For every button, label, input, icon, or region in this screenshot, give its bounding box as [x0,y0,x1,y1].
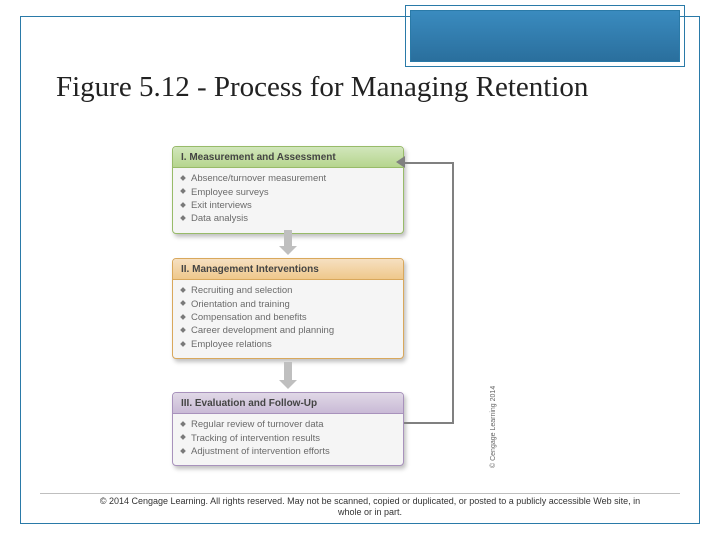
panel-interventions: II. Management Interventions Recruiting … [172,258,404,359]
list-item: Compensation and benefits [181,311,395,324]
footer-text-2: whole or in part. [338,507,402,517]
list-item: Absence/turnover measurement [181,172,395,185]
feedback-line [404,162,452,164]
panel-evaluation: III. Evaluation and Follow-Up Regular re… [172,392,404,466]
panel-header: II. Management Interventions [173,259,403,280]
panel-body: Regular review of turnover data Tracking… [173,414,403,465]
panel-header: III. Evaluation and Follow-Up [173,393,403,414]
arrow-down-icon [284,230,292,246]
list-item: Employee relations [181,338,395,351]
list-item: Employee surveys [181,185,395,198]
feedback-line [404,422,452,424]
diagram-copyright: © Cengage Learning 2014 [490,386,497,468]
list-item: Exit interviews [181,199,395,212]
panel-body: Recruiting and selection Orientation and… [173,280,403,358]
arrow-down-icon [284,362,292,380]
panel-body: Absence/turnover measurement Employee su… [173,168,403,233]
panel-measurement: I. Measurement and Assessment Absence/tu… [172,146,404,234]
list-item: Tracking of intervention results [181,431,395,444]
figure-title: Figure 5.12 - Process for Managing Reten… [56,70,664,104]
panel-header: I. Measurement and Assessment [173,147,403,168]
list-item: Regular review of turnover data [181,418,395,431]
title-corner-banner [410,10,680,62]
list-item: Recruiting and selection [181,284,395,297]
list-item: Data analysis [181,212,395,225]
list-item: Adjustment of intervention efforts [181,445,395,458]
list-item: Orientation and training [181,297,395,310]
arrow-left-icon [396,156,405,168]
footer-text-1: © 2014 Cengage Learning. All rights rese… [100,496,640,506]
slide-footer: © 2014 Cengage Learning. All rights rese… [60,496,680,519]
feedback-line [452,162,454,424]
footer-divider [40,493,680,494]
list-item: Career development and planning [181,324,395,337]
process-diagram: I. Measurement and Assessment Absence/tu… [172,146,522,482]
